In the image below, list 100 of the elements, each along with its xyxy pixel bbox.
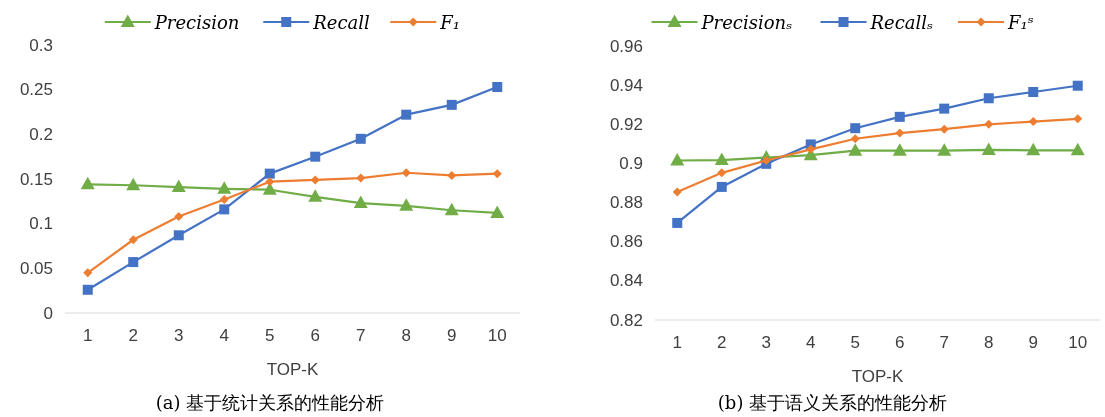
point [265,177,275,187]
x-tick-label: 3 [174,326,184,345]
y-tick-label: 0.3 [29,35,53,55]
point [716,181,727,192]
y-tick-label: 0.94 [609,75,643,95]
point [444,202,459,216]
x-tick-label: 5 [850,333,860,352]
point [310,175,320,185]
point [355,133,366,144]
point [128,257,139,268]
y-tick-label: 0.82 [609,310,643,330]
point [717,168,727,178]
point [670,152,685,166]
x-tick-label: 4 [806,333,816,352]
text: (b) 基于语义关系的性能分析 [717,392,948,413]
point [401,109,412,120]
text: (a) 基于统计关系的性能分析 [155,392,385,413]
y-tick-label: 0 [43,303,53,323]
point [1072,80,1083,91]
y-tick-label: 0.1 [29,214,53,234]
point [80,176,95,190]
point [262,182,277,195]
point [895,128,905,138]
x-tick-label: 2 [717,333,727,352]
point [1028,86,1039,97]
point [447,170,457,180]
point [219,204,230,215]
point [983,93,994,104]
point [1026,142,1041,156]
legend-label: Precision [153,11,240,33]
legend-label: F₁ˢ [1007,11,1034,33]
point [308,189,323,202]
point [850,134,860,144]
x-tick-label: 6 [310,326,320,345]
point [126,177,141,191]
x-tick-label: 8 [401,326,411,345]
point [981,142,996,155]
x-tick-label: 5 [265,326,275,345]
point [219,195,229,205]
point [356,173,366,183]
legend-label: Recall [312,11,371,33]
point [82,284,93,295]
x-tick-label: 9 [1028,333,1038,352]
point [399,198,414,211]
x-axis-title: TOP-K [266,360,319,379]
y-tick-label: 0.84 [609,271,643,291]
x-axis-title: TOP-K [851,367,904,386]
point [83,268,93,278]
y-tick-label: 0.25 [19,80,53,100]
y-tick-label: 0.86 [609,232,643,252]
point [492,81,503,92]
x-tick-label: 10 [487,326,507,345]
point [714,152,729,166]
y-tick-label: 0.2 [29,124,53,144]
x-tick-label: 3 [761,333,771,352]
x-tick-label: 9 [447,326,457,345]
point [492,169,502,179]
point [264,168,275,179]
point [848,143,863,156]
point [174,212,184,222]
point [310,151,321,162]
point [672,187,682,197]
x-tick-label: 7 [356,326,366,345]
y-tick-label: 0.9 [619,153,643,173]
legend-label: F₁ [439,11,460,33]
point [894,111,905,122]
y-tick-label: 0.96 [609,36,643,56]
x-tick-label: 8 [984,333,994,352]
x-tick-label: 7 [939,333,949,352]
y-tick-label: 0.88 [609,193,643,213]
point [353,195,368,209]
point [1028,117,1038,127]
point [128,235,138,245]
legend-label: Recallₛ [869,11,934,33]
y-tick-label: 0.92 [609,114,643,134]
y-tick-label: 0.15 [19,169,53,189]
y-tick-label: 0.05 [19,258,53,278]
legend-label: Precisionₛ [700,11,793,33]
point [806,144,816,154]
point [672,217,683,228]
point [173,230,184,241]
x-tick-label: 2 [128,326,138,345]
x-tick-label: 1 [83,326,93,345]
x-tick-label: 1 [672,333,682,352]
point [446,99,457,110]
point [937,143,952,156]
x-tick-label: 6 [895,333,905,352]
point [1070,142,1085,156]
x-tick-label: 4 [219,326,229,345]
point [850,123,861,134]
x-tick-label: 10 [1068,333,1088,352]
point [401,168,411,178]
point [490,205,505,218]
point [171,179,186,193]
point [892,143,907,156]
point [1073,114,1083,124]
point [984,119,994,129]
point [939,103,950,114]
point [217,181,232,194]
point [939,124,949,134]
